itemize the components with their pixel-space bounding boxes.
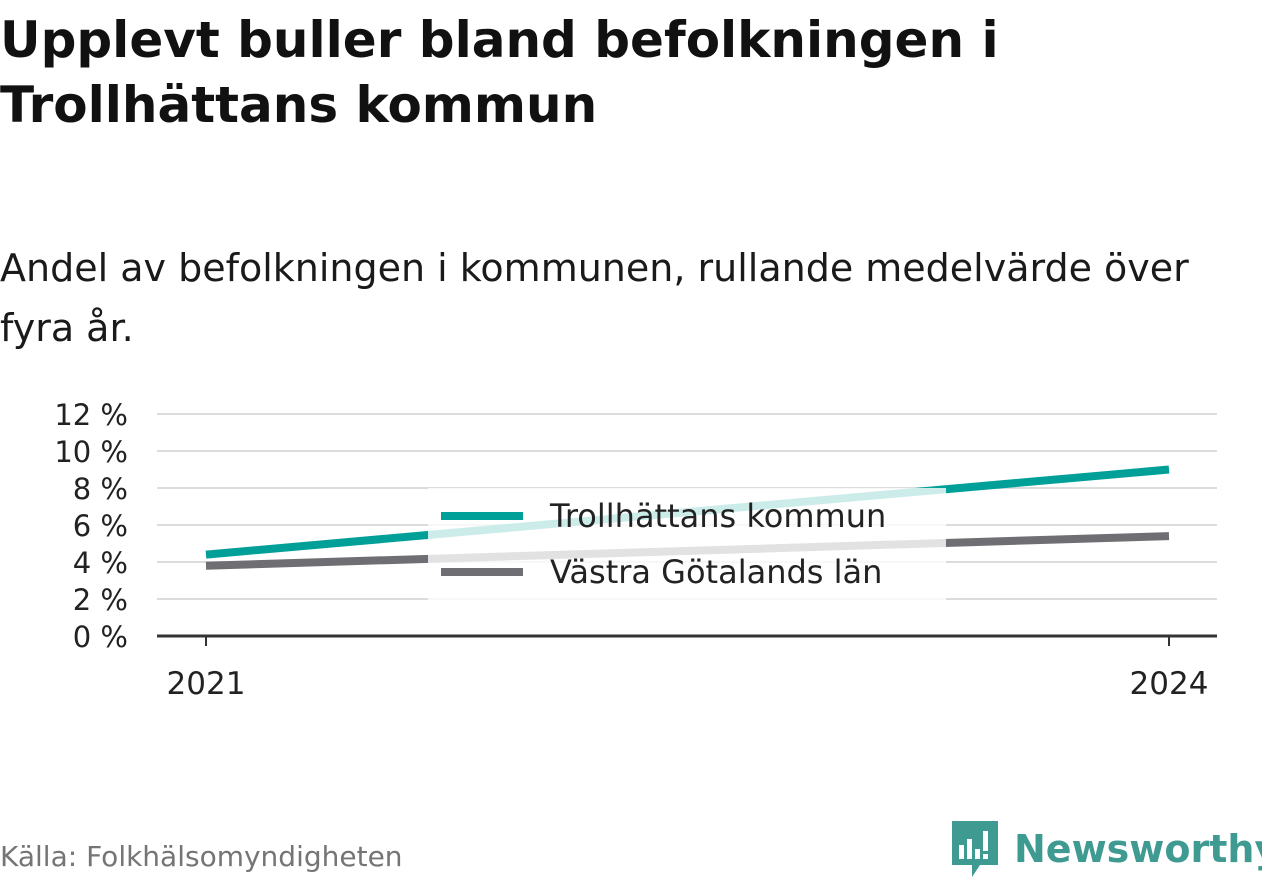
- y-tick-label: 10 %: [54, 435, 128, 469]
- x-axis: 2021 2024: [157, 634, 1217, 702]
- y-tick-label: 2 %: [73, 583, 128, 617]
- y-tick-label: 4 %: [73, 546, 128, 580]
- legend: Trollhättans kommun Västra Götalands län: [428, 488, 946, 600]
- y-tick-label: 12 %: [54, 398, 128, 432]
- y-axis-ticks: 0 %2 %4 %6 %8 %10 %12 %: [54, 398, 128, 654]
- source-note: Källa: Folkhälsomyndigheten: [0, 840, 403, 873]
- x-tick-label: 2024: [1130, 666, 1209, 702]
- legend-label: Västra Götalands län: [550, 553, 882, 591]
- newsworthy-logo: Newsworthy: [950, 818, 1262, 880]
- chart-title: Upplevt buller bland befolkningen i Trol…: [0, 11, 999, 134]
- legend-label: Trollhättans kommun: [549, 497, 886, 535]
- y-tick-label: 6 %: [73, 509, 128, 543]
- y-tick-label: 0 %: [73, 620, 128, 654]
- y-tick-label: 8 %: [73, 472, 128, 506]
- chart-subtitle: Andel av befolkningen i kommunen, rullan…: [0, 246, 1189, 350]
- logo-text: Newsworthy: [1014, 827, 1262, 871]
- legend-box: [428, 488, 946, 600]
- line-chart: 0 %2 %4 %6 %8 %10 %12 % 2021 2024 Trollhä…: [54, 398, 1217, 702]
- newsworthy-logo-icon: [952, 821, 998, 877]
- x-tick-label: 2021: [167, 666, 246, 702]
